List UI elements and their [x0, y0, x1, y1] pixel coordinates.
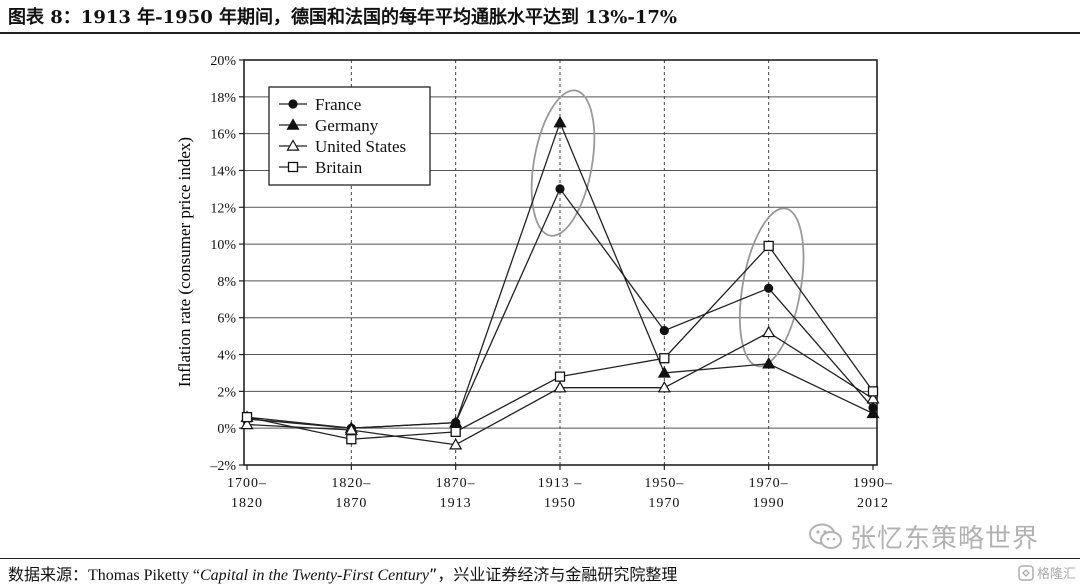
point-united-states [240, 417, 254, 430]
x-tick-label: 1970– [749, 476, 789, 491]
y-tick-label: 20% [210, 54, 236, 69]
point-france [764, 283, 774, 293]
highlight-circles [530, 89, 805, 368]
y-tick-label: 10% [210, 238, 236, 253]
point-france [555, 184, 565, 194]
x-tick-label: 1913 [440, 496, 472, 511]
x-tick-label: 1990– [853, 476, 893, 491]
logo-icon [1018, 564, 1034, 581]
series-united-states [240, 325, 880, 450]
point-britain [867, 386, 879, 397]
source-lead: 数据来源： [8, 565, 89, 584]
x-tick-label: 1870 [335, 496, 367, 511]
legend-label-france: France [315, 95, 361, 114]
figure-title: 图表 8：1913 年-1950 年期间，德国和法国的每年平均通胀水平达到 13… [8, 7, 678, 28]
point-united-states [657, 380, 671, 393]
point-britain [659, 353, 670, 364]
highlight-ellipse [739, 207, 805, 368]
top-rule [0, 32, 1080, 34]
y-tick-label: 12% [210, 201, 236, 216]
y-axis-label: Inflation rate (consumer price index) [175, 137, 194, 387]
x-tick-label: 2012 [857, 496, 889, 511]
point-united-states [866, 392, 880, 404]
legend-marker-united-states [286, 139, 300, 151]
point-united-states [762, 325, 776, 338]
watermark-text: 张忆东策略世界 [850, 524, 1040, 554]
source-author: Thomas Piketty “ [88, 567, 200, 584]
point-britain [450, 426, 461, 438]
inflation-chart: –2% 0% 2% 4% 6% 8% 10% 12% 14% 16% 18% 20% 1700– 182… [175, 54, 893, 511]
legend-marker-germany [286, 118, 300, 130]
series-layer [240, 115, 880, 450]
point-germany [657, 366, 671, 378]
y-tick-label: 2% [217, 385, 236, 400]
legend: France Germany United States Britain [268, 86, 431, 186]
x-axis: 1700– 1820 1820– 1870 1870– 1913 1913 – 1950 195… [227, 465, 893, 511]
series-britain [241, 240, 879, 445]
x-tick-label: 1950 [544, 496, 576, 511]
y-tick-label: 18% [210, 91, 236, 106]
point-britain [763, 240, 774, 252]
x-tick-label: 1870– [436, 476, 476, 491]
y-tick-label: 6% [217, 312, 236, 327]
y-tick-label: –2% [209, 459, 236, 474]
watermark: 张忆东策略世界 [808, 518, 1039, 555]
y-tick-label: 16% [210, 128, 236, 143]
legend-label-germany: Germany [315, 116, 379, 135]
point-britain [346, 434, 357, 445]
point-france [659, 326, 669, 336]
point-germany [762, 357, 776, 369]
point-britain [554, 371, 566, 382]
corner-text: 格隆汇 [1036, 567, 1076, 582]
legend-marker-france [288, 99, 298, 109]
x-tick-label: 1700– [227, 476, 267, 491]
x-tick-label: 1913 – [538, 476, 583, 491]
x-tick-label: 1820 [231, 496, 263, 511]
source-book: Capital in the Twenty-First Century [200, 567, 430, 584]
source-note: 数据来源：Thomas Piketty “Capital in the Twen… [8, 561, 677, 585]
legend-label-britain: Britain [315, 158, 363, 177]
point-united-states [553, 380, 567, 393]
bottom-rule [0, 558, 1080, 559]
point-germany [866, 406, 880, 419]
x-tick-label: 1820– [331, 476, 371, 491]
wechat-icon [809, 523, 842, 549]
point-britain [241, 411, 253, 423]
source-tail: ”，兴业证券经济与金融研究院整理 [429, 565, 678, 584]
y-axis: –2% 0% 2% 4% 6% 8% 10% 12% 14% 16% 18% 20% [209, 54, 244, 474]
x-tick-label: 1970 [648, 496, 680, 511]
highlight-ellipse [530, 89, 596, 237]
x-tick-label: 1990 [753, 496, 785, 511]
y-tick-label: 8% [217, 275, 236, 290]
legend-label-united-states: United States [315, 137, 406, 156]
x-tick-label: 1950– [644, 476, 684, 491]
point-germany [553, 115, 567, 128]
y-tick-label: 0% [217, 422, 236, 437]
point-united-states [449, 438, 463, 450]
corner-mark: 格隆汇 [1018, 563, 1076, 582]
legend-marker-britain [287, 161, 299, 173]
y-tick-label: 14% [210, 164, 236, 179]
y-tick-label: 4% [217, 349, 236, 364]
